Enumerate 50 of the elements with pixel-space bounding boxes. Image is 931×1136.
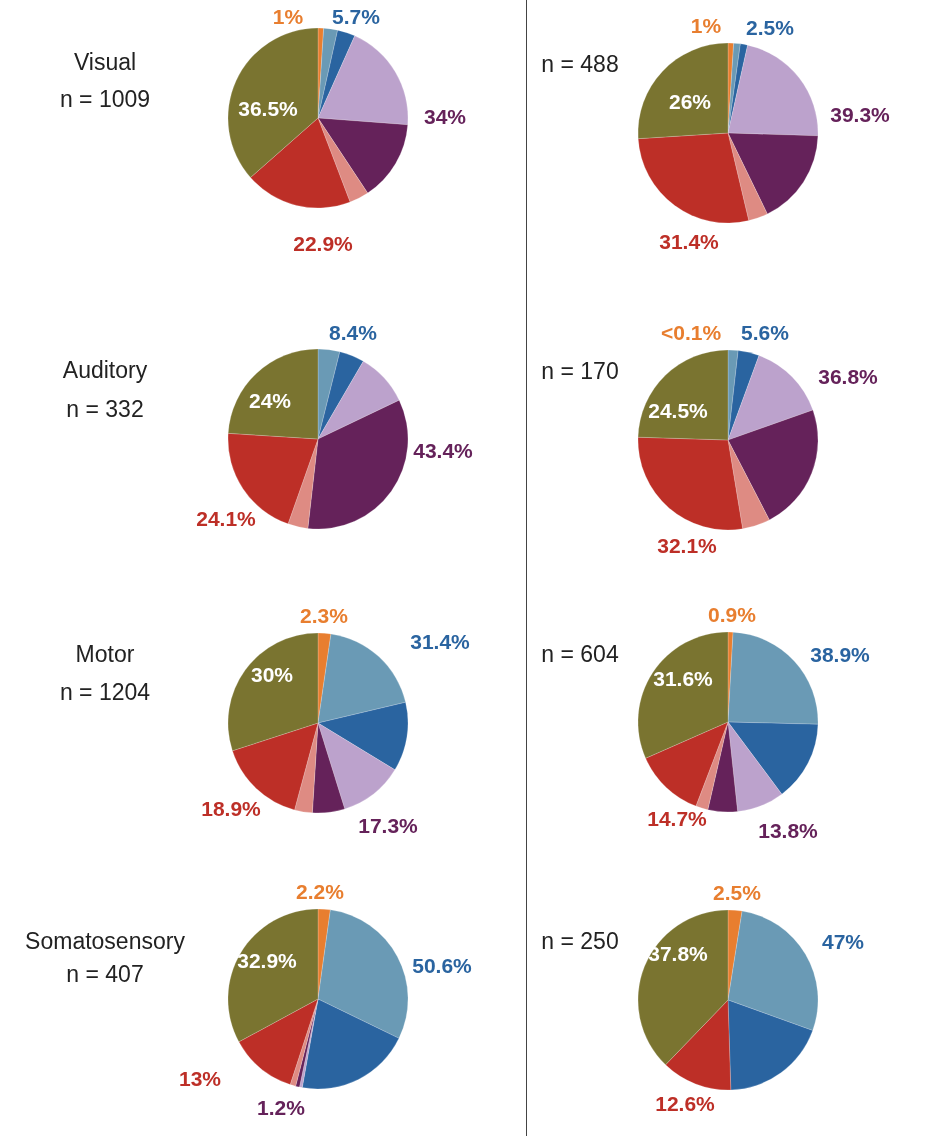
text: 5.7% bbox=[332, 5, 381, 28]
text: 2.5% bbox=[713, 881, 762, 904]
chart-title: Auditory bbox=[62, 357, 148, 383]
text: 0.9% bbox=[708, 603, 757, 626]
text: 31.6% bbox=[653, 667, 714, 690]
text: 17.3% bbox=[358, 814, 419, 837]
text: 24.1% bbox=[196, 507, 257, 530]
text: 26% bbox=[668, 90, 712, 113]
text: 34% bbox=[423, 105, 467, 128]
text: 2.5% bbox=[746, 16, 795, 39]
text: Visual bbox=[73, 49, 137, 75]
text: 24% bbox=[248, 389, 292, 412]
text: 36.8% bbox=[818, 365, 879, 388]
text: 22.9% bbox=[293, 232, 354, 255]
text: 38.9% bbox=[810, 643, 871, 666]
text: 14.7% bbox=[647, 807, 708, 830]
text: 30% bbox=[250, 663, 294, 686]
text: Somatosensory bbox=[25, 928, 186, 954]
text: 32.1% bbox=[657, 534, 718, 557]
text: 1% bbox=[272, 5, 304, 28]
text: n = 1009 bbox=[59, 86, 151, 112]
text: n = 1204 bbox=[59, 679, 151, 705]
text: 37.8% bbox=[648, 942, 709, 965]
text: 31.4% bbox=[410, 630, 471, 653]
text: 1% bbox=[690, 14, 722, 37]
text: 24.5% bbox=[648, 399, 709, 422]
text: n = 332 bbox=[66, 396, 144, 422]
chart-title: Motor bbox=[75, 641, 135, 667]
chart-subtitle: n = 604 bbox=[541, 641, 619, 667]
text: 2.2% bbox=[296, 880, 345, 903]
text: 1.2% bbox=[257, 1096, 306, 1119]
text: 13% bbox=[178, 1067, 222, 1090]
text: 31.4% bbox=[659, 230, 720, 253]
text: 18.9% bbox=[201, 797, 262, 820]
text: n = 250 bbox=[541, 928, 619, 954]
text: 12.6% bbox=[655, 1092, 716, 1115]
chart-subtitle: n = 488 bbox=[541, 51, 619, 77]
text: 36.5% bbox=[238, 97, 299, 120]
text: 39.3% bbox=[830, 103, 891, 126]
text: 47% bbox=[821, 930, 865, 953]
text: 13.8% bbox=[758, 819, 819, 842]
text: <0.1% bbox=[660, 321, 722, 344]
text: 2.3% bbox=[300, 604, 349, 627]
text: 32.9% bbox=[237, 949, 298, 972]
text: 8.4% bbox=[329, 321, 378, 344]
text: 43.4% bbox=[413, 439, 474, 462]
text: 5.6% bbox=[741, 321, 790, 344]
chart-subtitle: n = 170 bbox=[541, 358, 619, 384]
text: n = 407 bbox=[66, 961, 144, 987]
text: 50.6% bbox=[412, 954, 473, 977]
